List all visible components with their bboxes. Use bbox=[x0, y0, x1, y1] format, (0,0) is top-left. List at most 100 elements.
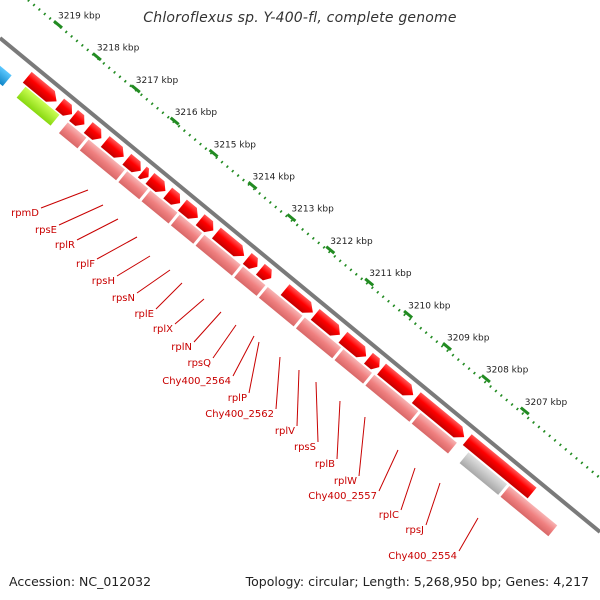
gene-label: rplC bbox=[379, 510, 399, 521]
cds-forward-feature bbox=[377, 363, 414, 396]
misc-feature-gray bbox=[459, 452, 508, 495]
gene-label-leader-line bbox=[232, 335, 255, 377]
gene-label: rpsN bbox=[112, 293, 135, 304]
gene-label: rplF bbox=[76, 259, 95, 270]
cds-reverse-feature bbox=[334, 349, 372, 384]
gene-label: rplX bbox=[153, 324, 173, 335]
ruler-tick-label: 3214 kbp bbox=[253, 173, 296, 183]
genome-backbone bbox=[0, 36, 600, 534]
ruler-tick-label: 3216 kbp bbox=[175, 108, 218, 118]
cds-forward-feature bbox=[280, 284, 313, 313]
ruler-tick-label: 3219 kbp bbox=[58, 12, 101, 22]
ruler-tick-mark bbox=[247, 181, 258, 190]
cds-reverse-feature bbox=[58, 122, 87, 149]
gene-label: Chy400_2564 bbox=[162, 376, 231, 387]
gene-label-leader-line bbox=[425, 482, 441, 526]
cds-forward-feature bbox=[364, 352, 380, 370]
gene-label: rplB bbox=[315, 459, 335, 470]
cds-forward-feature bbox=[177, 199, 198, 219]
cds-reverse-feature bbox=[195, 234, 241, 276]
cds-reverse-feature bbox=[365, 374, 419, 422]
gene-label-leader-line bbox=[296, 369, 300, 427]
cds-forward-feature bbox=[163, 187, 181, 205]
forward-strand-track bbox=[22, 71, 537, 499]
ruler-tick-mark bbox=[519, 406, 530, 416]
cds-reverse-feature bbox=[500, 485, 558, 537]
cds-forward-feature bbox=[411, 392, 465, 438]
ruler-tick-label: 3207 kbp bbox=[525, 398, 568, 408]
cds-reverse-feature bbox=[295, 317, 342, 359]
gene-label-leader-line bbox=[358, 416, 366, 477]
ruler-tick-mark bbox=[325, 245, 336, 255]
ruler-tick-mark bbox=[480, 374, 491, 384]
cds-forward-feature bbox=[69, 110, 85, 126]
ruler-tick-mark bbox=[53, 20, 63, 29]
gene-label: rplR bbox=[55, 240, 75, 251]
ruler-tick-label: 3208 kbp bbox=[486, 366, 529, 376]
cds-forward-feature bbox=[22, 71, 57, 102]
ruler-tick-label: 3218 kbp bbox=[97, 44, 140, 54]
gene-label-leader-line bbox=[336, 400, 341, 460]
cds-forward-feature bbox=[145, 172, 166, 193]
cds-reverse-feature bbox=[411, 412, 457, 454]
cds-reverse-feature bbox=[170, 214, 203, 244]
gene-label: rplN bbox=[171, 342, 192, 353]
gene-label: rpsJ bbox=[405, 525, 424, 536]
ruler-tick-mark bbox=[169, 116, 180, 126]
gene-label: rplW bbox=[334, 476, 357, 487]
ruler-tick-mark bbox=[442, 342, 452, 351]
gene-label-leader-line bbox=[40, 189, 89, 209]
ruler-tick-mark bbox=[130, 84, 141, 94]
gene-label-leader-line bbox=[155, 282, 183, 310]
cds-forward-feature bbox=[83, 122, 102, 140]
ruler-tick-mark bbox=[403, 309, 414, 319]
cds-reverse-feature bbox=[79, 139, 125, 181]
gene-label: rpsH bbox=[92, 276, 115, 287]
ruler-tick-mark bbox=[91, 52, 102, 62]
gene-label-leader-line bbox=[275, 356, 281, 410]
cds-forward-feature bbox=[122, 153, 141, 173]
gene-label-leader-line bbox=[315, 381, 319, 443]
genome-summary-text: Topology: circular; Length: 5,268,950 bp… bbox=[245, 574, 589, 589]
cds-reverse-feature bbox=[118, 171, 149, 200]
cds-reverse-feature bbox=[141, 190, 178, 224]
cds-forward-feature bbox=[338, 331, 367, 358]
ruler-dotted-line bbox=[27, 0, 600, 479]
ruler-tick-mark bbox=[286, 213, 297, 223]
cds-forward-feature bbox=[310, 308, 340, 336]
ruler-tick-labels: 3219 kbp 3218 kbp 3217 kbp 3216 kbp 3215 kbp… bbox=[58, 12, 567, 408]
gene-label-leader-line bbox=[378, 449, 399, 492]
gene-label: rplV bbox=[275, 426, 295, 437]
ruler-tick-mark bbox=[364, 277, 375, 287]
gene-label-leader-line bbox=[76, 218, 119, 241]
gene-label: Chy400_2557 bbox=[308, 491, 377, 502]
ruler-tick-label: 3209 kbp bbox=[447, 334, 490, 344]
gene-label-leader-line bbox=[458, 517, 479, 552]
cds-forward-feature bbox=[137, 166, 150, 180]
ruler-tick-label: 3215 kbp bbox=[214, 140, 257, 150]
ruler-tick-mark bbox=[208, 148, 219, 158]
gene-label-leader-line bbox=[193, 311, 222, 343]
accession-text: Accession: NC_012032 bbox=[9, 574, 152, 589]
gene-label: Chy400_2554 bbox=[388, 551, 457, 562]
gene-label: rpsE bbox=[35, 225, 57, 236]
gene-label-leader-line bbox=[58, 204, 104, 226]
gene-label: rpsQ bbox=[187, 358, 211, 369]
ruler-ticks bbox=[53, 20, 530, 416]
cds-forward-feature bbox=[462, 434, 537, 499]
map-title: Chloroflexus sp. Y-400-fl, complete geno… bbox=[143, 10, 457, 26]
cds-forward-feature bbox=[100, 136, 124, 158]
cds-forward-feature bbox=[55, 98, 73, 116]
gene-label-leader-line bbox=[116, 255, 151, 277]
misc-feature-green bbox=[16, 86, 60, 126]
ruler-tick-label: 3211 kbp bbox=[369, 269, 412, 279]
other-feature-track bbox=[0, 43, 60, 126]
ruler-tick-label: 3210 kbp bbox=[408, 301, 451, 311]
cds-reverse-feature bbox=[258, 287, 303, 327]
cds-forward-feature bbox=[195, 214, 214, 233]
cds-reverse-feature bbox=[234, 266, 266, 296]
gene-label-leader-line bbox=[400, 467, 416, 511]
